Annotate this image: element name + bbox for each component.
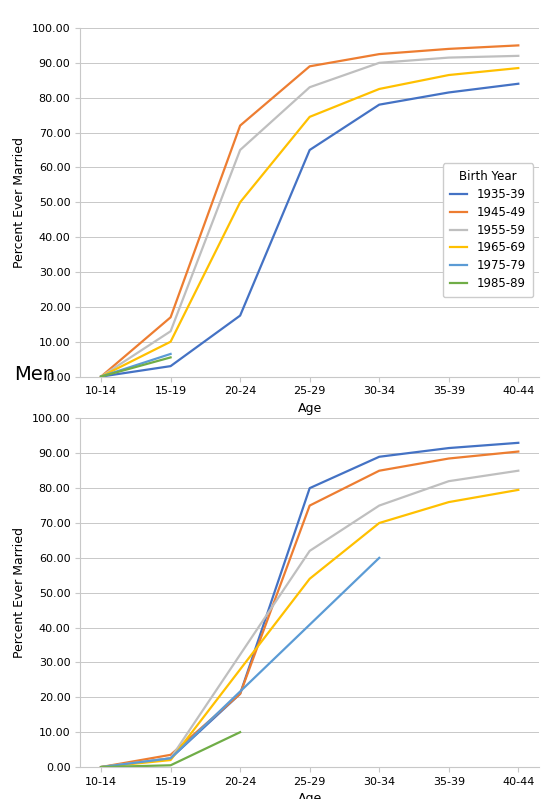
1935-39: [98, 762, 105, 772]
1965-69: [376, 519, 383, 528]
1985-89: [167, 761, 174, 770]
Line: 1945-49: 1945-49: [101, 451, 518, 767]
1955-59: [98, 762, 105, 772]
1945-49: [306, 501, 313, 511]
1935-39: [376, 100, 383, 109]
1965-69: [306, 574, 313, 583]
Line: 1975-79: 1975-79: [101, 558, 379, 767]
1955-59: [446, 53, 452, 62]
1965-69: [167, 337, 174, 347]
Line: 1935-39: 1935-39: [101, 443, 518, 767]
1975-79: [376, 553, 383, 562]
Line: 1955-59: 1955-59: [101, 56, 518, 376]
1935-39: [446, 88, 452, 97]
1965-69: [515, 63, 521, 73]
1935-39: [515, 438, 521, 447]
1945-49: [446, 44, 452, 54]
1955-59: [167, 327, 174, 336]
Line: 1975-79: 1975-79: [101, 354, 170, 376]
1945-49: [515, 447, 521, 456]
1945-49: [167, 312, 174, 322]
1955-59: [376, 501, 383, 511]
1965-69: [98, 372, 105, 381]
1935-39: [376, 452, 383, 462]
1985-89: [167, 352, 174, 362]
1985-89: [98, 762, 105, 772]
1965-69: [167, 755, 174, 765]
1955-59: [237, 145, 243, 155]
1945-49: [167, 750, 174, 760]
1945-49: [376, 466, 383, 475]
1965-69: [98, 762, 105, 772]
1975-79: [167, 349, 174, 359]
1935-39: [167, 361, 174, 371]
1955-59: [306, 546, 313, 555]
X-axis label: Age: Age: [298, 793, 322, 799]
1935-39: [515, 79, 521, 89]
1955-59: [306, 82, 313, 92]
1935-39: [167, 753, 174, 763]
Y-axis label: Percent Ever Married: Percent Ever Married: [13, 527, 27, 658]
Line: 1955-59: 1955-59: [101, 471, 518, 767]
1945-49: [446, 454, 452, 463]
1945-49: [515, 41, 521, 50]
1955-59: [98, 372, 105, 381]
1935-39: [306, 145, 313, 155]
1975-79: [98, 762, 105, 772]
1955-59: [515, 51, 521, 61]
1955-59: [167, 753, 174, 763]
1965-69: [515, 485, 521, 495]
Line: 1985-89: 1985-89: [101, 357, 170, 376]
1955-59: [376, 58, 383, 68]
1945-49: [237, 121, 243, 130]
1935-39: [237, 311, 243, 320]
1965-69: [237, 197, 243, 207]
1935-39: [446, 443, 452, 453]
Line: 1965-69: 1965-69: [101, 490, 518, 767]
1935-39: [306, 483, 313, 493]
Text: Men: Men: [14, 364, 55, 384]
1945-49: [237, 689, 243, 698]
1955-59: [446, 476, 452, 486]
Legend: 1935-39, 1945-49, 1955-59, 1965-69, 1975-79, 1985-89: 1935-39, 1945-49, 1955-59, 1965-69, 1975…: [443, 164, 533, 297]
1955-59: [515, 466, 521, 475]
1945-49: [376, 50, 383, 59]
1965-69: [376, 84, 383, 93]
Line: 1985-89: 1985-89: [101, 732, 240, 767]
1985-89: [98, 372, 105, 381]
1965-69: [446, 70, 452, 80]
Y-axis label: Percent Ever Married: Percent Ever Married: [13, 137, 27, 268]
1945-49: [98, 372, 105, 381]
X-axis label: Age: Age: [298, 402, 322, 415]
1985-89: [237, 727, 243, 737]
Line: 1935-39: 1935-39: [101, 84, 518, 376]
Line: 1945-49: 1945-49: [101, 46, 518, 376]
1935-39: [98, 372, 105, 381]
Line: 1965-69: 1965-69: [101, 68, 518, 376]
1945-49: [306, 62, 313, 71]
1975-79: [98, 372, 105, 381]
1965-69: [306, 112, 313, 121]
1965-69: [446, 497, 452, 507]
1945-49: [98, 762, 105, 772]
1935-39: [237, 689, 243, 698]
1975-79: [167, 753, 174, 763]
